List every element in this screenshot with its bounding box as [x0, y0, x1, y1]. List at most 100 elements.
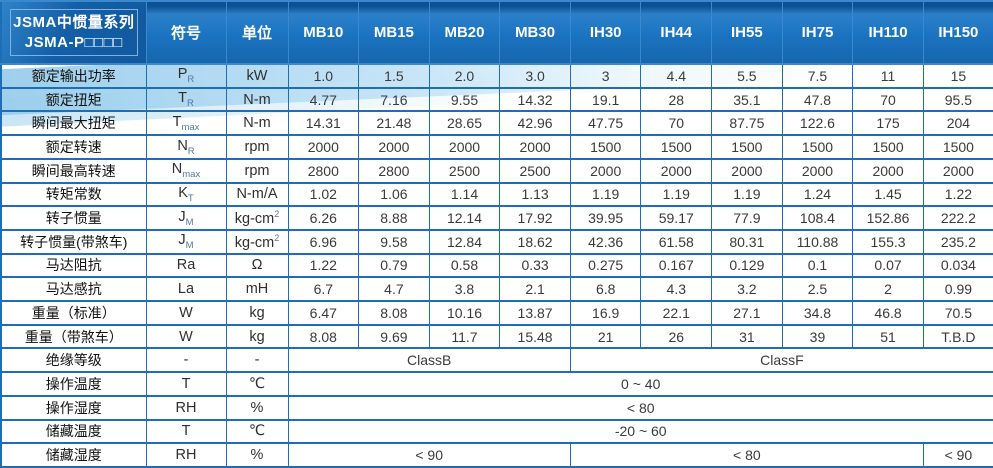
- value-cell: 7.16: [358, 86, 430, 113]
- col-header-model: IH150: [922, 0, 993, 65]
- table-row: 马达阻抗 Ra Ω 1.22 0.79 0.58 0.33 0.275 0.167 0.129 0.…: [0, 252, 993, 279]
- table-row: 瞬间最大扭矩 Tmax N-m 14.31 21.48 28.65 42.96 47.75 70…: [0, 110, 993, 137]
- col-header-model: IH110: [852, 0, 924, 65]
- row-unit: rpm: [225, 157, 289, 184]
- value-span-cell: ClassB: [287, 347, 571, 374]
- unit-text: %: [250, 447, 264, 464]
- value-cell: 42.36: [569, 228, 642, 255]
- value-cell: 0.129: [711, 252, 783, 279]
- table-row: 瞬间最高转速 Nmax rpm 2800 2800 2500 2500 2000 2000 200…: [0, 157, 993, 184]
- row-unit: kg-cm2: [225, 228, 289, 255]
- symbol-subscript: M: [185, 240, 194, 252]
- value-cell: 2: [852, 276, 924, 303]
- value-cell: 42.96: [499, 110, 571, 137]
- unit-text: -: [254, 352, 260, 369]
- unit-text: ℃: [248, 375, 266, 392]
- unit-text: kg: [249, 328, 265, 345]
- value-cell: 4.3: [640, 276, 713, 303]
- value-cell: 70.5: [922, 300, 993, 326]
- value-cell: 0.1: [781, 252, 854, 279]
- row-label: 转矩常数: [0, 181, 147, 208]
- table-title-line1: JSMA中惯量系列: [13, 14, 135, 31]
- value-cell: 0.99: [922, 276, 993, 303]
- row-symbol: NR: [145, 134, 227, 160]
- value-cell: 2000: [569, 157, 642, 184]
- value-cell: 3.8: [428, 276, 501, 303]
- value-cell: 9.69: [358, 323, 430, 350]
- value-cell: 2800: [287, 157, 360, 184]
- value-cell: 1500: [711, 134, 783, 160]
- value-cell: 3: [569, 63, 642, 89]
- symbol-subscript: R: [186, 98, 194, 109]
- value-cell: 8.08: [287, 323, 360, 350]
- value-cell: 39.95: [569, 205, 642, 231]
- value-cell: 59.17: [640, 205, 713, 231]
- unit-text: Ω: [251, 257, 263, 274]
- unit-text: kg: [249, 304, 265, 321]
- row-label: 瞬间最高转速: [0, 157, 147, 184]
- value-cell: 1.45: [852, 181, 924, 208]
- symbol-base: W: [179, 304, 193, 321]
- row-label: 操作温度: [0, 371, 147, 397]
- col-header-model: IH75: [781, 0, 854, 65]
- table-row: 转子惯量(带煞车) JM kg-cm2 6.96 9.58 12.84 18.62 42.36…: [0, 228, 993, 255]
- table-row: 操作湿度 RH% < 80: [0, 394, 993, 421]
- value-cell: 235.2: [922, 228, 993, 255]
- table-row: 转矩常数 KT N-m/A 1.02 1.06 1.14 1.13 1.19 1.19 1.19 1…: [0, 181, 993, 208]
- row-label: 额定转速: [0, 134, 147, 160]
- value-cell: 70: [640, 110, 713, 137]
- value-cell: 46.8: [852, 300, 924, 326]
- table-title-cell: JSMA中惯量系列 JSMA-P□□□□: [0, 0, 147, 65]
- value-cell: 13.87: [499, 300, 571, 326]
- value-cell: 2000: [287, 134, 360, 160]
- value-cell: 47.8: [781, 86, 854, 113]
- value-cell: 12.84: [428, 228, 501, 255]
- value-cell: 6.47: [287, 300, 360, 326]
- row-unit: rpm: [225, 134, 289, 160]
- value-cell: 8.08: [358, 300, 430, 326]
- row-symbol: PR: [145, 63, 227, 89]
- table-row: 储藏温度 T ℃ -20 ~ 60: [0, 418, 993, 445]
- row-unit: %: [225, 394, 289, 421]
- value-cell: 1500: [922, 134, 993, 160]
- value-span-cell: < 80: [569, 442, 924, 468]
- value-cell: 175: [852, 110, 924, 137]
- symbol-base: K: [178, 184, 188, 201]
- value-cell: 4.77: [287, 86, 360, 113]
- value-span-cell: < 90: [287, 442, 571, 468]
- value-cell: 0.167: [640, 252, 713, 279]
- symbol-base: -: [183, 352, 189, 369]
- unit-superscript: 2: [274, 209, 280, 220]
- value-cell: 5.5: [711, 63, 783, 89]
- value-cell: 70: [852, 86, 924, 113]
- value-cell: 1.19: [640, 181, 713, 208]
- unit-superscript: 2: [274, 232, 280, 243]
- row-label: 马达感抗: [0, 276, 147, 303]
- unit-text: mH: [245, 281, 269, 298]
- row-label: 转子惯量: [0, 205, 147, 231]
- row-label: 转子惯量(带煞车): [0, 228, 147, 255]
- value-cell: 31: [711, 323, 783, 350]
- symbol-base: T: [181, 423, 191, 440]
- value-cell: 1.19: [569, 181, 642, 208]
- value-cell: 28.65: [428, 110, 501, 137]
- value-cell: 1.13: [499, 181, 571, 208]
- row-label: 操作湿度: [0, 394, 147, 421]
- value-cell: 122.6: [781, 110, 854, 137]
- value-cell: 17.92: [499, 205, 571, 231]
- row-symbol: RH: [145, 442, 227, 468]
- value-cell: 2000: [711, 157, 783, 184]
- value-cell: 222.2: [922, 205, 993, 231]
- row-symbol: -: [145, 347, 227, 374]
- unit-text: kg-cm: [234, 210, 275, 227]
- row-unit: kg: [225, 323, 289, 350]
- row-label: 储藏湿度: [0, 442, 147, 468]
- symbol-base: P: [177, 66, 188, 83]
- value-cell: 95.5: [922, 86, 993, 113]
- value-cell: 2.0: [428, 63, 501, 89]
- row-unit: ℃: [225, 418, 289, 445]
- value-cell: 1.22: [287, 252, 360, 279]
- table-row: 转子惯量 JM kg-cm2 6.26 8.88 12.14 17.92 39.95 59.17…: [0, 205, 993, 231]
